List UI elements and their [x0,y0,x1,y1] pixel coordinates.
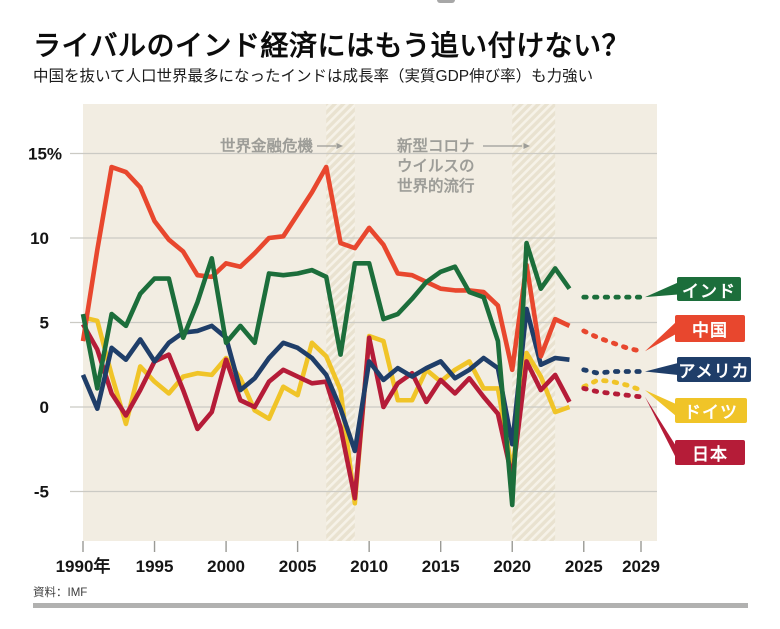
series-forecast-china [581,328,644,354]
svg-text:世界金融危機: 世界金融危機 [220,136,314,155]
legend-label-japan: 日本 [692,445,728,464]
window-drag-pill [437,0,455,3]
svg-text:新型コロナウイルスの世界的流行: 新型コロナウイルスの世界的流行 [397,136,475,195]
legend-label-india: インド [682,281,736,301]
legend-item-japan: 日本 [675,440,745,465]
series-line-germany [82,315,571,506]
x-axis-label: 2020 [493,557,531,576]
y-axis-label: 10 [30,229,49,248]
legend-item-germany: ドイツ [675,398,747,423]
x-axis-label: 2015 [422,557,460,576]
legend-pointer-germany [645,390,676,416]
y-axis-label: 15% [28,145,62,164]
legend-item-usa: アメリカ [677,357,751,382]
x-axis-label: 2010 [350,557,388,576]
page-subtitle: 中国を抜いて人口世界最多になったインドは成長率（実質GDP伸び率）も力強い [33,68,594,85]
legend-pointer-china [645,322,676,352]
series-line-china [80,164,571,373]
x-axis-label: 2025 [565,557,603,576]
annotation-arrow-head [336,143,343,149]
series-line-japan [80,323,572,501]
y-axis-label: 5 [40,314,49,333]
x-axis-label: 2000 [207,557,245,576]
legend-pointer-japan [645,396,676,458]
legend-item-china: 中国 [675,315,745,342]
legend-pointer-india [645,282,678,298]
series-line-india [80,240,572,508]
legend-label-china: 中国 [692,321,728,340]
page-title: ライバルのインド経済にはもう追い付けない？ [33,30,631,61]
y-axis-label: 0 [40,398,49,417]
annotation-arrow-head [523,143,530,149]
source-note: 資料：IMF [33,587,88,599]
legend-pointer-usa [645,363,678,375]
legend-label-usa: アメリカ [678,362,750,381]
legend-label-germany: ドイツ [684,403,738,422]
series-forecast-germany [581,377,644,393]
bottom-rule [33,603,748,608]
series-forecast-usa [581,367,644,376]
y-axis-label: -5 [34,483,49,502]
annotation-0: 世界金融危機 [220,136,343,155]
legend-item-india: インド [677,277,741,301]
annotation-1: 新型コロナウイルスの世界的流行 [397,136,530,195]
x-axis-label: 2005 [279,557,317,576]
series-forecast-japan [581,386,644,400]
series-line-usa [80,306,570,454]
x-axis-label: 1990年 [56,556,111,576]
x-axis-label: 1995 [136,557,174,576]
x-axis-label: 2029 [622,557,660,576]
